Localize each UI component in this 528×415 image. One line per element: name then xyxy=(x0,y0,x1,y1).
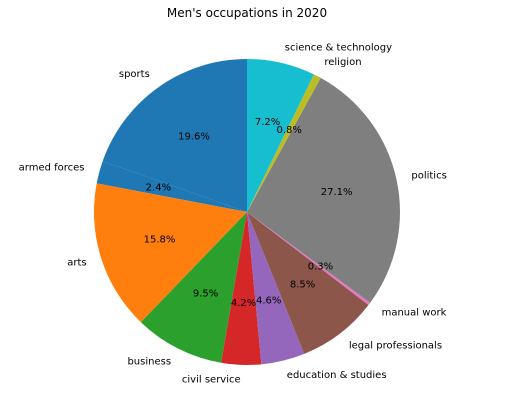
pie-slice-legal-professionals xyxy=(247,212,369,354)
slice-label-manual-work: manual work xyxy=(382,308,447,319)
slice-percent-manual-work: 0.3% xyxy=(308,262,333,273)
slice-label-business: business xyxy=(127,357,171,368)
slice-percent-business: 9.5% xyxy=(193,288,218,299)
pie-slice-science-and-technology xyxy=(247,59,314,212)
pie-labels: sports 19.6% armed forces 2.4% arts 15.8% busi… xyxy=(19,42,447,385)
pie-slice-manual-work xyxy=(247,212,371,306)
slice-percent-legal-professionals: 8.5% xyxy=(290,280,315,291)
slice-percent-politics: 27.1% xyxy=(321,187,353,198)
slice-percent-arts: 15.8% xyxy=(144,234,176,245)
slice-label-legal-professionals: legal professionals xyxy=(349,340,442,351)
chart-title: Men's occupations in 2020 xyxy=(167,6,327,20)
slice-percent-armed-forces: 2.4% xyxy=(146,183,171,194)
pie-slice-arts xyxy=(93,183,248,323)
pie-slice-politics xyxy=(247,77,400,303)
pie-slice-religion xyxy=(247,74,321,212)
slice-label-sports: sports xyxy=(119,69,150,80)
slice-percent-religion: 0.8% xyxy=(276,125,301,136)
pie-slice-business xyxy=(140,212,247,363)
slice-label-science-and-technology: science & technology xyxy=(285,42,392,53)
slice-label-arts: arts xyxy=(67,258,86,269)
pie-slices xyxy=(93,59,400,365)
slice-percent-civil-service: 4.2% xyxy=(231,298,256,309)
pie-slice-sports xyxy=(102,59,247,212)
slice-label-religion: religion xyxy=(324,57,361,68)
slice-percent-science-and-technology: 7.2% xyxy=(255,117,280,128)
slice-label-civil-service: civil service xyxy=(182,375,241,386)
slice-percent-sports: 19.6% xyxy=(178,132,210,143)
slice-percent-education-and-studies: 4.6% xyxy=(256,296,281,307)
slice-label-politics: politics xyxy=(411,170,446,181)
pie-slice-armed-forces xyxy=(96,161,248,212)
slice-label-education-and-studies: education & studies xyxy=(287,370,387,381)
slice-label-armed-forces: armed forces xyxy=(19,163,85,174)
pie-slice-civil-service xyxy=(221,212,262,365)
pie-slice-education-and-studies xyxy=(247,212,305,365)
